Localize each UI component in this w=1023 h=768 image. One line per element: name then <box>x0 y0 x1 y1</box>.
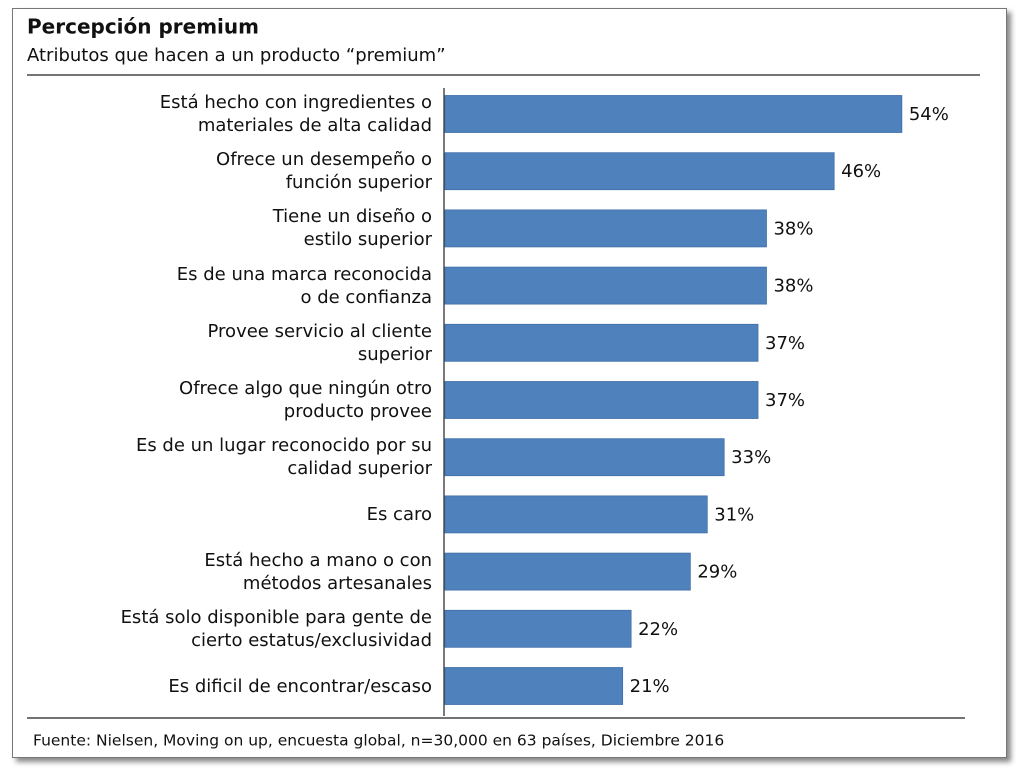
bar <box>444 209 767 248</box>
bar <box>444 667 624 705</box>
category-label: Está hecho a mano o con métodos artesana… <box>204 549 432 594</box>
category-label: Es de una marca reconocida o de confianz… <box>176 263 432 308</box>
category-label: Tiene un diseño o estilo superior <box>272 206 432 251</box>
bar <box>444 495 708 534</box>
bar <box>444 609 632 648</box>
value-label: 22% <box>638 619 678 640</box>
bar <box>444 552 691 591</box>
value-label: 46% <box>841 161 881 182</box>
chart-title: Percepción premium <box>27 15 259 39</box>
value-label: 33% <box>731 447 771 468</box>
category-label: Es de un lugar reconocido por su calidad… <box>135 435 432 480</box>
bar <box>444 381 759 419</box>
value-label: 37% <box>765 333 805 354</box>
category-label: Ofrece un desempeño o función superior <box>216 149 432 194</box>
chart-subtitle: Atributos que hacen a un producto “premi… <box>27 45 446 66</box>
value-label: 54% <box>909 104 949 125</box>
bar <box>444 152 835 191</box>
category-label: Es caro <box>366 503 432 525</box>
category-label: Está hecho con ingredientes o materiales… <box>159 92 432 136</box>
bar <box>444 266 767 305</box>
category-label: Ofrece algo que ningún otro producto pro… <box>179 378 432 422</box>
value-label: 21% <box>630 676 670 697</box>
category-label: Es dificil de encontrar/escaso <box>168 675 432 697</box>
value-label: 38% <box>773 218 813 239</box>
value-label: 38% <box>773 276 813 297</box>
bar <box>444 438 725 477</box>
source-note: Fuente: Nielsen, Moving on up, encuesta … <box>33 732 724 750</box>
category-label: Está solo disponible para gente de ciert… <box>120 606 432 651</box>
value-label: 37% <box>765 390 805 411</box>
category-label: Provee servicio al cliente superior <box>207 320 432 365</box>
value-label: 29% <box>697 562 737 583</box>
bar <box>444 95 903 133</box>
value-label: 31% <box>714 504 754 525</box>
bar <box>444 323 759 362</box>
